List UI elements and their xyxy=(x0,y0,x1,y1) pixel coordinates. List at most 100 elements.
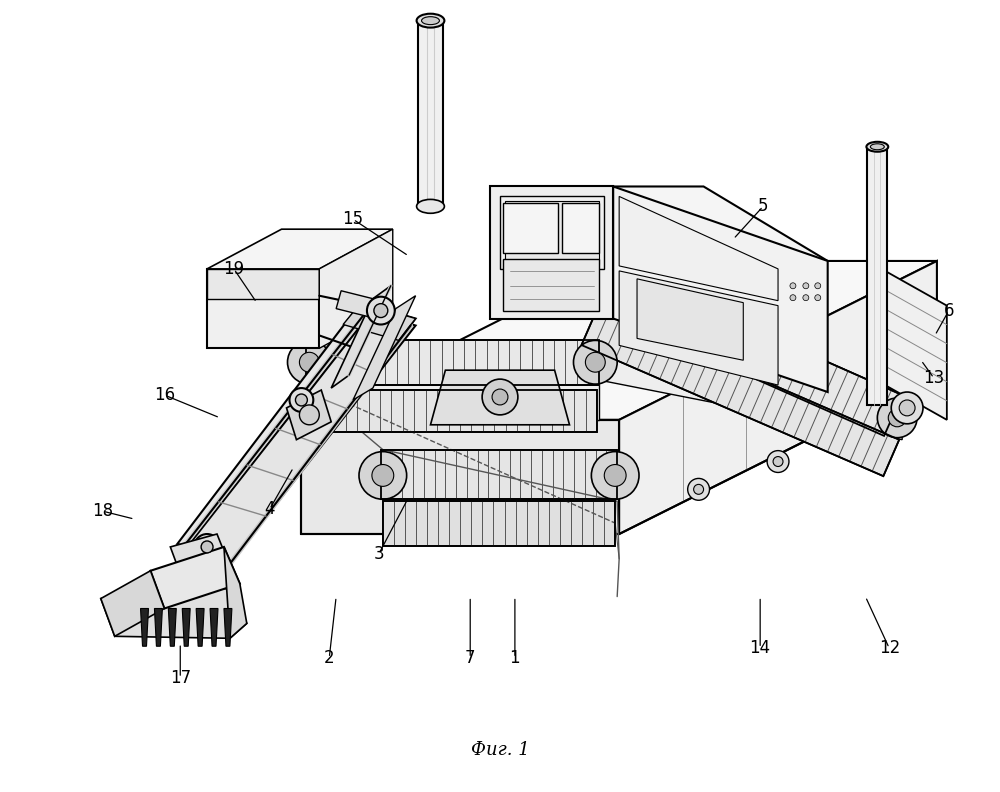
Polygon shape xyxy=(613,186,828,392)
Circle shape xyxy=(359,451,407,499)
Text: 1: 1 xyxy=(510,649,520,667)
Polygon shape xyxy=(867,147,887,405)
Polygon shape xyxy=(619,261,937,534)
Circle shape xyxy=(492,389,508,405)
Circle shape xyxy=(888,409,906,427)
Polygon shape xyxy=(505,201,599,264)
Polygon shape xyxy=(311,390,597,432)
Polygon shape xyxy=(619,196,778,301)
Text: 2: 2 xyxy=(324,649,335,667)
Polygon shape xyxy=(306,341,599,385)
Polygon shape xyxy=(168,608,176,646)
Text: 16: 16 xyxy=(154,386,175,404)
Polygon shape xyxy=(287,390,331,440)
Text: 13: 13 xyxy=(923,369,945,387)
Polygon shape xyxy=(101,571,164,636)
Circle shape xyxy=(593,274,611,291)
Polygon shape xyxy=(490,186,613,318)
Text: 6: 6 xyxy=(944,302,954,320)
Circle shape xyxy=(573,341,617,384)
Polygon shape xyxy=(418,21,443,207)
Text: 17: 17 xyxy=(170,669,191,687)
Polygon shape xyxy=(177,303,416,559)
Polygon shape xyxy=(503,204,558,253)
Text: 7: 7 xyxy=(465,649,475,667)
Polygon shape xyxy=(619,271,778,385)
Polygon shape xyxy=(867,261,947,420)
Circle shape xyxy=(288,341,331,384)
Circle shape xyxy=(847,424,868,446)
Polygon shape xyxy=(430,370,570,425)
Polygon shape xyxy=(319,229,393,348)
Polygon shape xyxy=(503,259,599,310)
Circle shape xyxy=(803,283,809,289)
Polygon shape xyxy=(306,341,599,420)
Polygon shape xyxy=(150,547,240,608)
Circle shape xyxy=(295,394,307,406)
Ellipse shape xyxy=(417,200,444,213)
Polygon shape xyxy=(581,261,902,436)
Polygon shape xyxy=(141,608,148,646)
Polygon shape xyxy=(101,588,247,638)
Circle shape xyxy=(604,465,626,486)
Circle shape xyxy=(815,283,821,289)
Polygon shape xyxy=(207,269,319,348)
Polygon shape xyxy=(500,196,604,269)
Polygon shape xyxy=(490,186,828,261)
Polygon shape xyxy=(331,286,391,388)
Polygon shape xyxy=(581,309,899,476)
Circle shape xyxy=(374,303,388,318)
Circle shape xyxy=(582,263,622,303)
Circle shape xyxy=(591,451,639,499)
Text: 3: 3 xyxy=(374,545,384,563)
Polygon shape xyxy=(381,450,617,499)
Circle shape xyxy=(201,541,213,553)
Circle shape xyxy=(585,352,605,372)
Polygon shape xyxy=(224,547,247,638)
Polygon shape xyxy=(187,313,416,561)
Polygon shape xyxy=(207,229,393,269)
Polygon shape xyxy=(170,534,227,573)
Polygon shape xyxy=(301,261,937,420)
Text: 18: 18 xyxy=(92,502,113,520)
Polygon shape xyxy=(207,269,319,299)
Ellipse shape xyxy=(422,17,439,25)
Circle shape xyxy=(688,478,710,501)
Ellipse shape xyxy=(870,144,884,150)
Polygon shape xyxy=(637,279,743,360)
Polygon shape xyxy=(301,420,619,534)
Text: 12: 12 xyxy=(879,639,900,657)
Text: 15: 15 xyxy=(342,210,364,228)
Circle shape xyxy=(299,405,319,425)
Text: 4: 4 xyxy=(264,501,275,518)
Ellipse shape xyxy=(417,13,444,28)
Circle shape xyxy=(877,398,917,438)
Circle shape xyxy=(289,388,313,412)
Polygon shape xyxy=(196,608,204,646)
Polygon shape xyxy=(343,303,416,341)
Polygon shape xyxy=(383,501,615,546)
Circle shape xyxy=(803,295,809,301)
Circle shape xyxy=(773,456,783,466)
Polygon shape xyxy=(182,608,190,646)
Text: 19: 19 xyxy=(223,260,244,278)
Text: Фиг. 1: Фиг. 1 xyxy=(471,741,529,759)
Circle shape xyxy=(372,465,394,486)
Text: 14: 14 xyxy=(750,639,771,657)
Polygon shape xyxy=(336,291,381,318)
Circle shape xyxy=(367,297,395,325)
Circle shape xyxy=(767,451,789,473)
Circle shape xyxy=(299,352,319,372)
Circle shape xyxy=(694,485,704,494)
Polygon shape xyxy=(353,295,416,400)
Ellipse shape xyxy=(866,142,888,152)
Circle shape xyxy=(899,400,915,416)
Circle shape xyxy=(815,295,821,301)
Polygon shape xyxy=(562,204,599,253)
Polygon shape xyxy=(154,608,162,646)
Polygon shape xyxy=(599,261,902,440)
Circle shape xyxy=(194,534,220,560)
Text: 5: 5 xyxy=(758,197,768,215)
Circle shape xyxy=(790,283,796,289)
Polygon shape xyxy=(224,608,232,646)
